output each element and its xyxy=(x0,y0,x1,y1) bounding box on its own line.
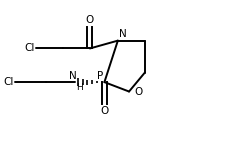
Text: H: H xyxy=(76,83,83,92)
Text: Cl: Cl xyxy=(3,77,14,87)
Text: N: N xyxy=(118,29,126,39)
Text: O: O xyxy=(85,15,94,25)
Text: Cl: Cl xyxy=(25,43,35,53)
Text: O: O xyxy=(134,87,142,97)
Text: O: O xyxy=(100,106,108,116)
Text: N: N xyxy=(68,71,76,81)
Text: P: P xyxy=(97,71,103,81)
